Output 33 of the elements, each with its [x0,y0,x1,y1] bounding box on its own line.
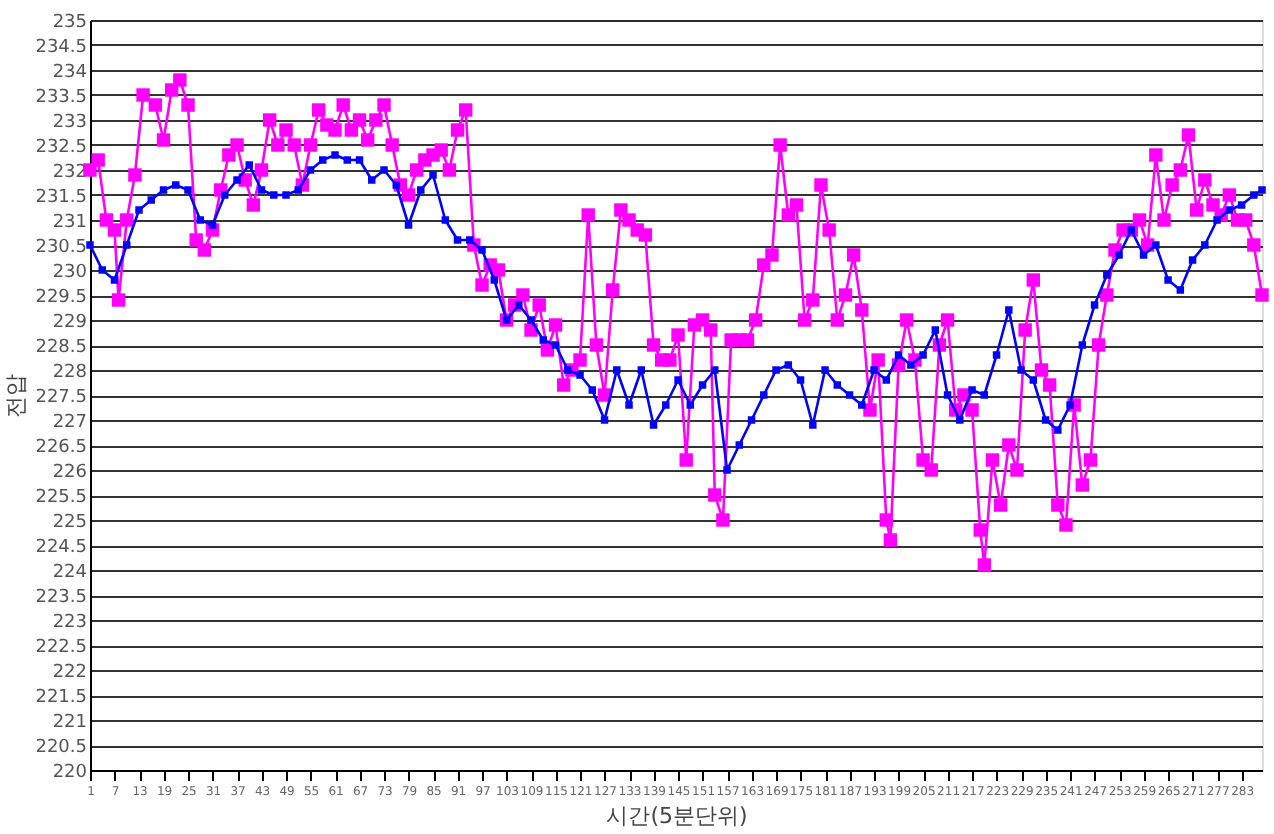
y-tick-label: 220 [52,763,88,783]
y-tick-label: 232.5 [35,138,87,158]
y-tick-label: 230 [52,263,88,283]
y-tick-label: 231.5 [35,188,87,208]
y-tick-label: 225.5 [35,488,87,508]
y-tick-label: 228 [52,363,88,383]
y-tick-label: 223.5 [35,588,87,608]
y-tick-label: 233 [52,113,87,133]
y-tick-label: 231 [52,213,87,233]
y-tick-label: 225 [52,513,87,533]
y-tick-label: 227 [52,413,87,433]
y-axis-title: 전압 [3,374,30,418]
y-tick-label: 226.5 [35,438,87,458]
y-tick-label: 228.5 [35,338,87,358]
y-tick-label: 235 [52,13,87,33]
y-tick-label: 230.5 [35,238,87,258]
y-tick-label: 224.5 [35,538,87,558]
y-tick-label: 221.5 [35,688,87,708]
y-tick-label: 226 [52,463,88,483]
y-tick-label: 229.5 [35,288,87,308]
y-tick-label: 224 [52,563,88,583]
y-tick-label: 221 [52,713,87,733]
y-tick-label: 229 [52,313,88,333]
y-tick-label: 222 [52,663,87,683]
y-tick-label: 222.5 [35,638,87,658]
y-tick-label: 232 [52,163,87,183]
y-tick-label: 220.5 [35,738,87,758]
y-tick-label: 223 [52,613,87,633]
y-tick-label: 234.5 [35,38,87,58]
x-axis-title: 시간(5분단위) [606,803,748,829]
y-tick-label: 227.5 [35,388,87,408]
y-tick-label: 233.5 [35,88,87,108]
y-tick-label: 234 [52,63,88,83]
